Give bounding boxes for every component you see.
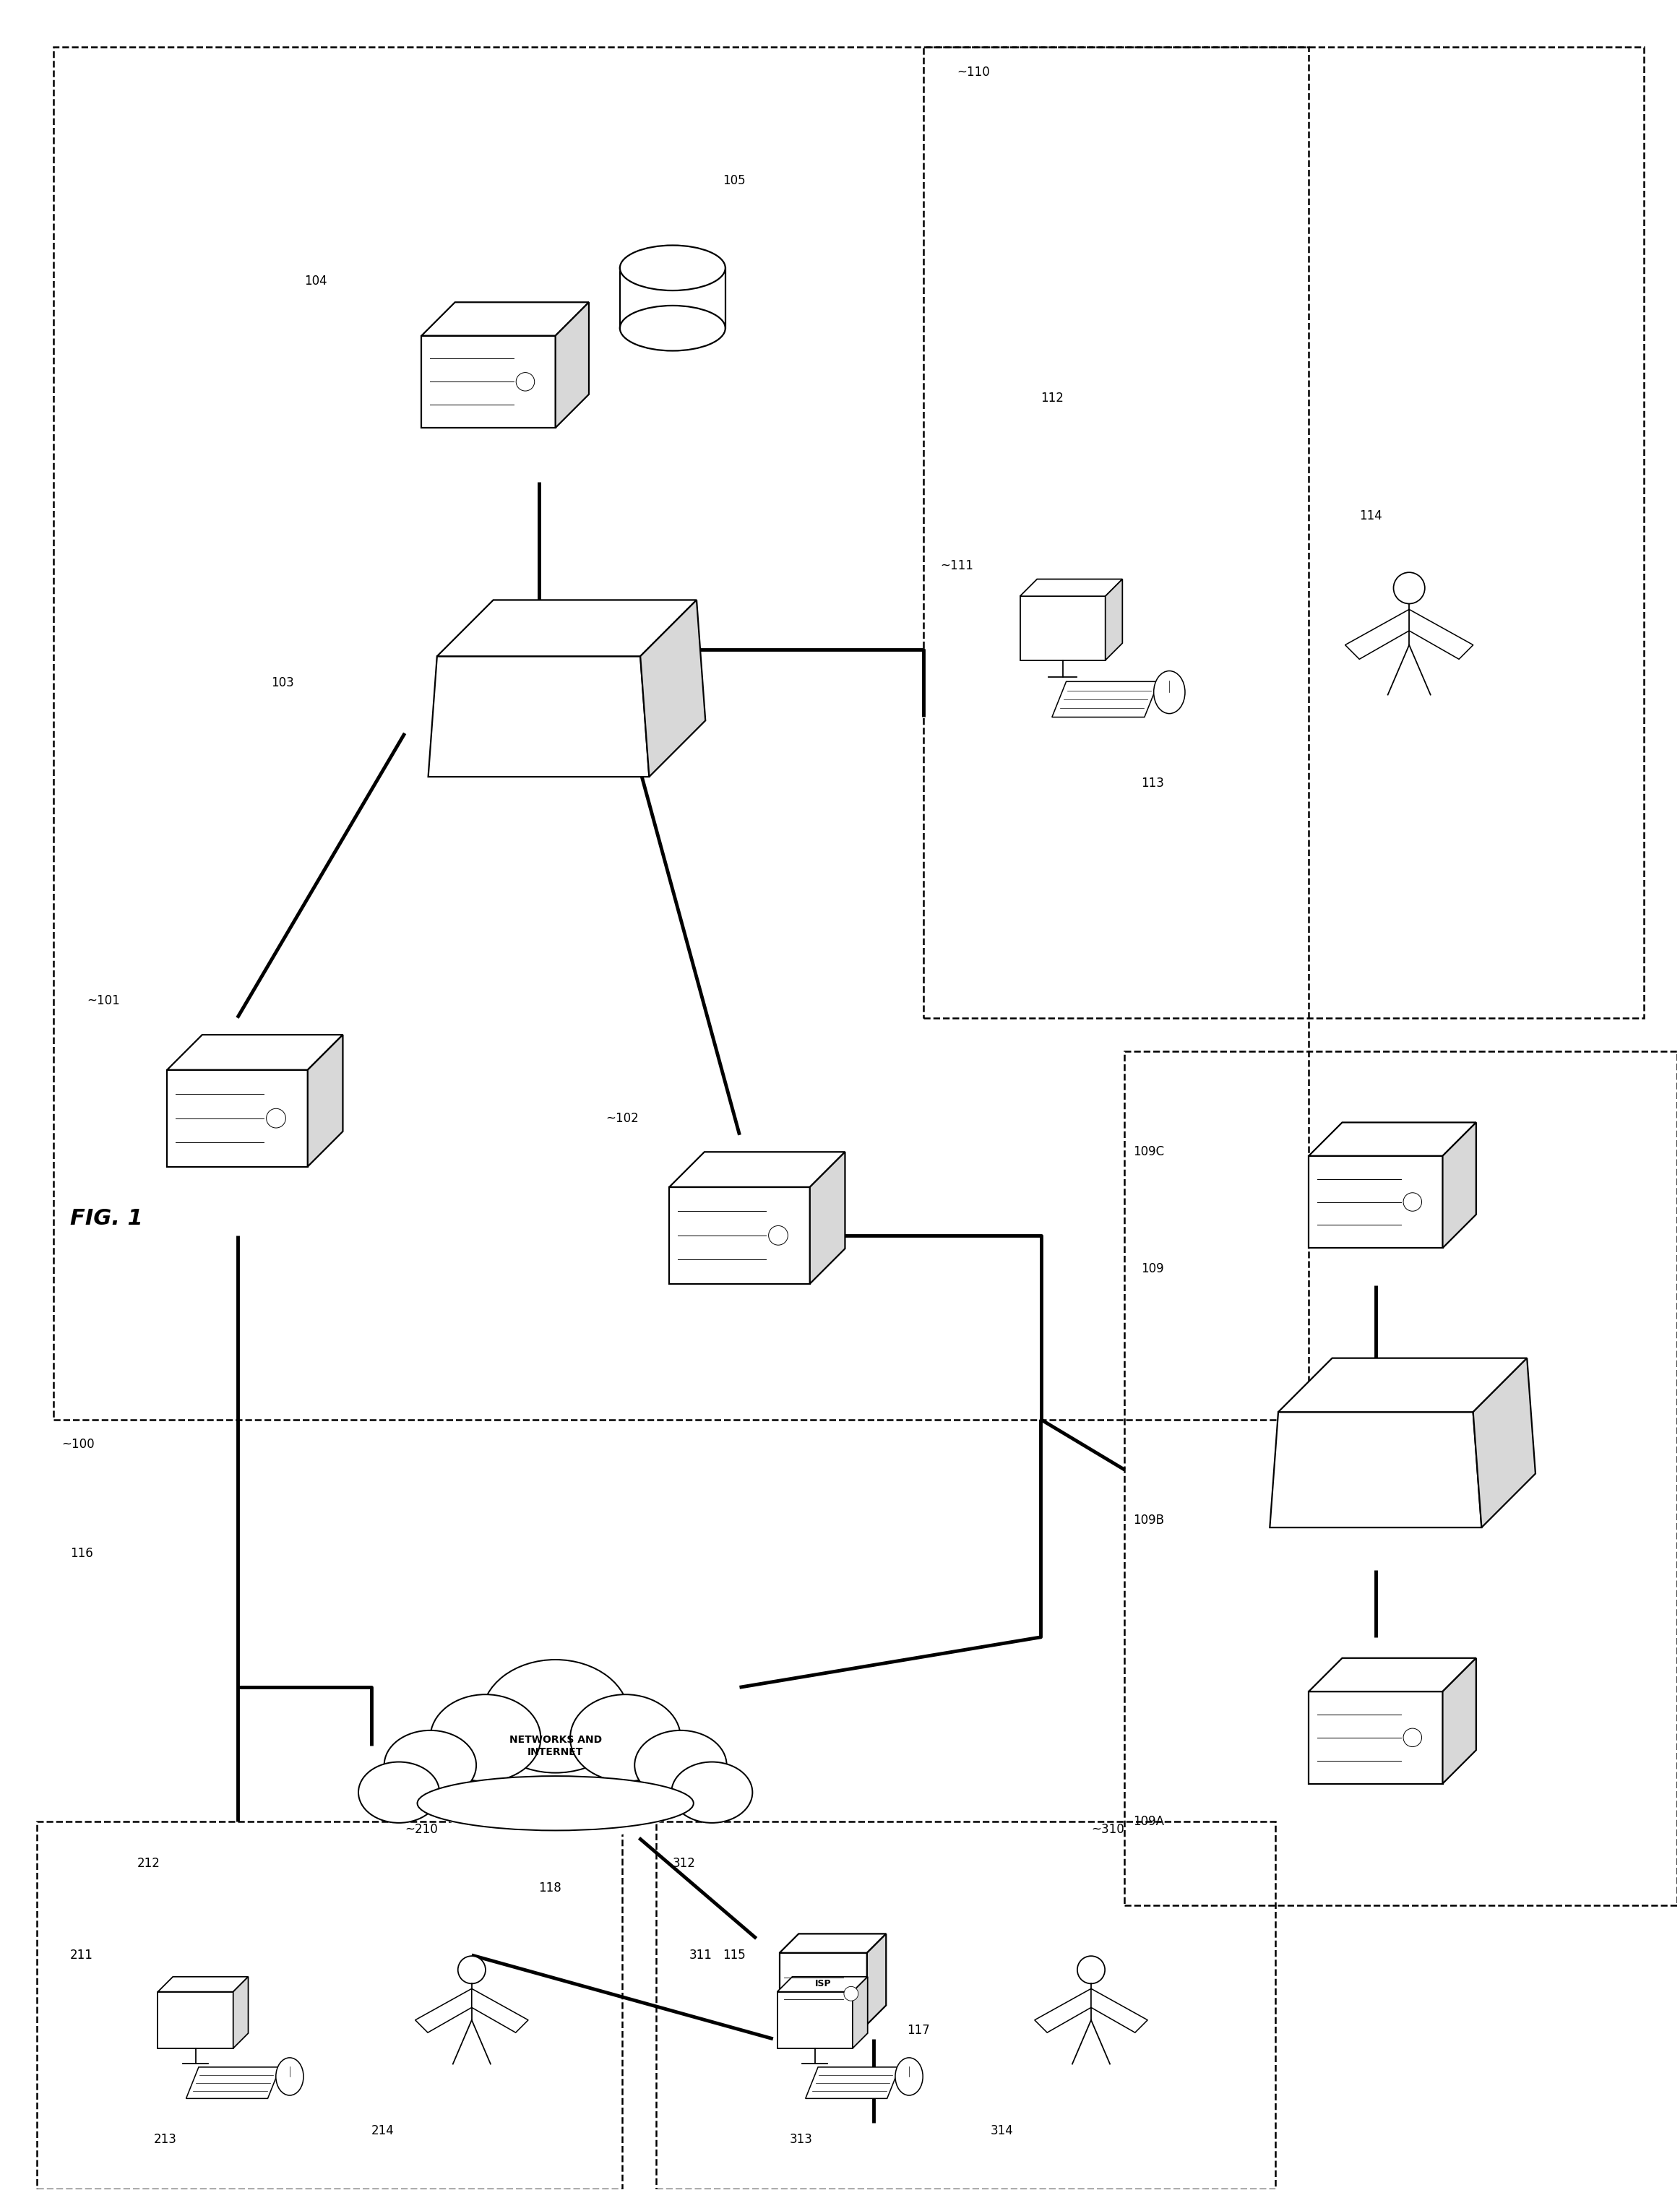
Polygon shape bbox=[1035, 1989, 1090, 2033]
Text: 117: 117 bbox=[907, 2025, 931, 2038]
Ellipse shape bbox=[620, 245, 726, 291]
Text: 109B: 109B bbox=[1132, 1513, 1164, 1527]
Text: 311: 311 bbox=[689, 1950, 712, 1961]
Polygon shape bbox=[1309, 1659, 1477, 1692]
Ellipse shape bbox=[276, 2058, 304, 2095]
Text: ~111: ~111 bbox=[941, 560, 974, 573]
Polygon shape bbox=[1410, 610, 1473, 659]
Circle shape bbox=[516, 372, 534, 390]
Ellipse shape bbox=[358, 1762, 440, 1822]
Text: 109: 109 bbox=[1141, 1262, 1164, 1276]
Polygon shape bbox=[1278, 1357, 1527, 1412]
Polygon shape bbox=[852, 1976, 867, 2049]
Polygon shape bbox=[1020, 597, 1105, 661]
Ellipse shape bbox=[570, 1694, 680, 1782]
Text: ISP: ISP bbox=[815, 1978, 832, 1989]
Polygon shape bbox=[778, 1992, 852, 2049]
Polygon shape bbox=[428, 656, 648, 778]
Polygon shape bbox=[166, 1071, 307, 1168]
Polygon shape bbox=[778, 1976, 867, 1992]
Text: 114: 114 bbox=[1359, 509, 1383, 522]
Text: 312: 312 bbox=[672, 1857, 696, 1870]
Polygon shape bbox=[1443, 1659, 1477, 1784]
Text: ~110: ~110 bbox=[958, 66, 990, 79]
Polygon shape bbox=[780, 1934, 885, 1952]
Text: ~102: ~102 bbox=[606, 1113, 638, 1126]
Circle shape bbox=[1403, 1729, 1421, 1747]
Ellipse shape bbox=[385, 1729, 475, 1800]
Text: 211: 211 bbox=[71, 1950, 92, 1961]
Circle shape bbox=[459, 1956, 486, 1983]
Polygon shape bbox=[472, 1989, 528, 2033]
Polygon shape bbox=[186, 2066, 281, 2099]
Polygon shape bbox=[422, 302, 590, 335]
Polygon shape bbox=[234, 1976, 249, 2049]
Text: 104: 104 bbox=[304, 275, 328, 289]
Text: 109C: 109C bbox=[1132, 1146, 1164, 1159]
Ellipse shape bbox=[430, 1694, 541, 1782]
Text: ~101: ~101 bbox=[87, 994, 119, 1007]
Ellipse shape bbox=[390, 1668, 721, 1842]
Circle shape bbox=[267, 1108, 286, 1128]
Polygon shape bbox=[437, 599, 697, 656]
Circle shape bbox=[843, 1987, 858, 2000]
Polygon shape bbox=[307, 1035, 343, 1168]
Polygon shape bbox=[867, 1934, 885, 2025]
Text: 112: 112 bbox=[1042, 392, 1063, 405]
Text: 213: 213 bbox=[153, 2133, 176, 2146]
Polygon shape bbox=[415, 1989, 472, 2033]
Text: 113: 113 bbox=[1141, 778, 1164, 791]
Polygon shape bbox=[1309, 1692, 1443, 1784]
Polygon shape bbox=[158, 1976, 249, 1992]
Text: 116: 116 bbox=[71, 1547, 92, 1560]
Ellipse shape bbox=[635, 1729, 727, 1800]
Text: 118: 118 bbox=[539, 1881, 561, 1895]
Polygon shape bbox=[1270, 1412, 1482, 1527]
Circle shape bbox=[1393, 573, 1425, 604]
Ellipse shape bbox=[1154, 672, 1184, 714]
Polygon shape bbox=[1346, 610, 1410, 659]
Ellipse shape bbox=[620, 306, 726, 350]
Ellipse shape bbox=[417, 1776, 694, 1831]
Circle shape bbox=[768, 1225, 788, 1245]
Polygon shape bbox=[422, 335, 556, 427]
Text: 109A: 109A bbox=[1132, 1815, 1164, 1828]
Polygon shape bbox=[669, 1152, 845, 1187]
Polygon shape bbox=[158, 1992, 234, 2049]
Polygon shape bbox=[780, 1952, 867, 2025]
Polygon shape bbox=[1309, 1121, 1477, 1157]
Polygon shape bbox=[1090, 1989, 1147, 2033]
Polygon shape bbox=[1309, 1157, 1443, 1247]
Text: 115: 115 bbox=[722, 1950, 746, 1961]
Text: 105: 105 bbox=[722, 174, 746, 187]
Ellipse shape bbox=[672, 1762, 753, 1822]
Text: ~100: ~100 bbox=[62, 1439, 94, 1452]
Polygon shape bbox=[805, 2066, 899, 2099]
Polygon shape bbox=[669, 1187, 810, 1284]
Text: 313: 313 bbox=[790, 2133, 813, 2146]
Text: 314: 314 bbox=[991, 2124, 1013, 2137]
Ellipse shape bbox=[482, 1659, 628, 1773]
Text: 214: 214 bbox=[371, 2124, 395, 2137]
Text: 212: 212 bbox=[138, 1857, 160, 1870]
Polygon shape bbox=[640, 599, 706, 778]
Polygon shape bbox=[1105, 579, 1122, 661]
Circle shape bbox=[1077, 1956, 1105, 1983]
Text: 103: 103 bbox=[270, 676, 294, 690]
Circle shape bbox=[1403, 1192, 1421, 1212]
Polygon shape bbox=[810, 1152, 845, 1284]
Polygon shape bbox=[1052, 681, 1159, 718]
Text: ~210: ~210 bbox=[405, 1824, 438, 1835]
Text: FIG. 1: FIG. 1 bbox=[71, 1207, 143, 1229]
Polygon shape bbox=[1443, 1121, 1477, 1247]
Polygon shape bbox=[1020, 579, 1122, 597]
Text: NETWORKS AND
INTERNET: NETWORKS AND INTERNET bbox=[509, 1736, 601, 1756]
Ellipse shape bbox=[895, 2058, 922, 2095]
Text: ~310: ~310 bbox=[1090, 1824, 1124, 1835]
Polygon shape bbox=[166, 1035, 343, 1071]
Polygon shape bbox=[556, 302, 590, 427]
Polygon shape bbox=[1473, 1357, 1536, 1527]
